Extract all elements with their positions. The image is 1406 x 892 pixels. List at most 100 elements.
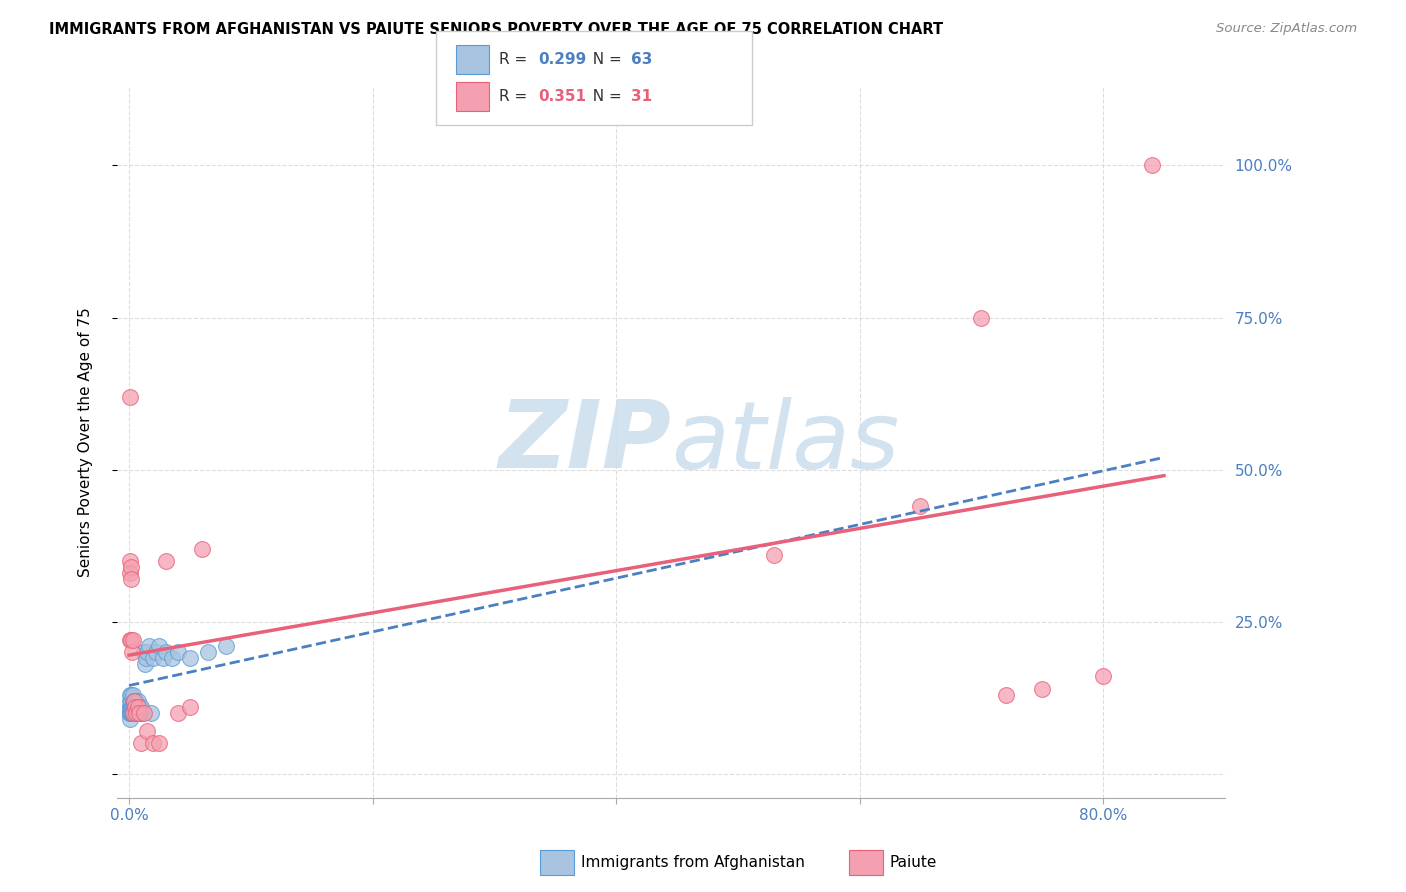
Point <box>131 706 153 720</box>
Point <box>121 699 143 714</box>
Point <box>120 699 142 714</box>
Point <box>152 651 174 665</box>
Point <box>120 694 142 708</box>
Point <box>1140 158 1163 172</box>
Point <box>128 706 150 720</box>
Point <box>122 699 145 714</box>
Point <box>120 632 142 647</box>
Y-axis label: Seniors Poverty Over the Age of 75: Seniors Poverty Over the Age of 75 <box>79 308 93 577</box>
Point <box>118 554 141 568</box>
Point <box>127 699 149 714</box>
Point <box>135 651 157 665</box>
Point <box>124 699 146 714</box>
Text: R =: R = <box>499 52 533 67</box>
Point <box>122 706 145 720</box>
Point <box>121 699 143 714</box>
Text: N =: N = <box>583 89 627 104</box>
Point <box>120 706 142 720</box>
Point <box>118 699 141 714</box>
Point <box>121 706 143 720</box>
Text: Immigrants from Afghanistan: Immigrants from Afghanistan <box>581 855 804 870</box>
Point <box>122 706 145 720</box>
Point <box>215 639 238 653</box>
Point <box>128 699 150 714</box>
Point <box>136 645 159 659</box>
Point <box>121 572 143 586</box>
Point <box>121 706 143 720</box>
Point <box>970 310 993 325</box>
Point <box>121 632 143 647</box>
Point <box>129 706 152 720</box>
Point <box>122 694 145 708</box>
Point <box>128 706 150 720</box>
Point <box>121 688 143 702</box>
Point <box>129 736 152 750</box>
Point <box>148 736 170 750</box>
Point <box>125 699 148 714</box>
Point <box>142 736 165 750</box>
Point <box>763 548 786 562</box>
Point <box>148 639 170 653</box>
Point <box>160 651 183 665</box>
Point <box>994 688 1017 702</box>
Point <box>121 706 143 720</box>
Point <box>125 706 148 720</box>
Point <box>120 712 142 726</box>
Point <box>120 706 142 720</box>
Text: 31: 31 <box>631 89 652 104</box>
Point <box>120 699 142 714</box>
Text: ZIP: ZIP <box>498 396 671 488</box>
Point <box>121 706 143 720</box>
Point <box>142 651 165 665</box>
Point <box>127 694 149 708</box>
Point <box>120 688 142 702</box>
Text: 0.351: 0.351 <box>538 89 586 104</box>
Point <box>127 706 149 720</box>
Point <box>129 699 152 714</box>
Point <box>134 657 156 672</box>
Point <box>122 706 145 720</box>
Point <box>166 645 188 659</box>
Point <box>120 560 142 574</box>
Point <box>127 699 149 714</box>
Point <box>121 706 143 720</box>
Text: 63: 63 <box>631 52 652 67</box>
Point <box>191 541 214 556</box>
Point <box>139 706 162 720</box>
Text: atlas: atlas <box>671 397 898 488</box>
Point <box>132 645 155 659</box>
Point <box>120 706 142 720</box>
Point <box>121 706 143 720</box>
Point <box>118 706 141 720</box>
Text: N =: N = <box>583 52 627 67</box>
Text: R =: R = <box>499 89 533 104</box>
Point <box>1031 681 1053 696</box>
Point <box>118 706 141 720</box>
Point <box>1092 669 1115 683</box>
Text: 0.299: 0.299 <box>538 52 586 67</box>
Point <box>124 706 146 720</box>
Point <box>129 699 152 714</box>
Point <box>118 390 141 404</box>
Point <box>166 706 188 720</box>
Point <box>121 699 143 714</box>
Point <box>121 706 143 720</box>
Point <box>124 706 146 720</box>
Point <box>125 694 148 708</box>
Point <box>121 645 143 659</box>
Text: Source: ZipAtlas.com: Source: ZipAtlas.com <box>1216 22 1357 36</box>
Point <box>124 699 146 714</box>
Point <box>179 699 201 714</box>
Point <box>118 706 141 720</box>
Point <box>138 639 160 653</box>
Point <box>136 724 159 739</box>
Point <box>197 645 219 659</box>
Text: Paiute: Paiute <box>890 855 938 870</box>
Point <box>125 706 148 720</box>
Point <box>132 706 155 720</box>
Point <box>124 694 146 708</box>
Point <box>120 566 142 580</box>
Point <box>121 694 143 708</box>
Point <box>122 694 145 708</box>
Point <box>910 499 932 513</box>
